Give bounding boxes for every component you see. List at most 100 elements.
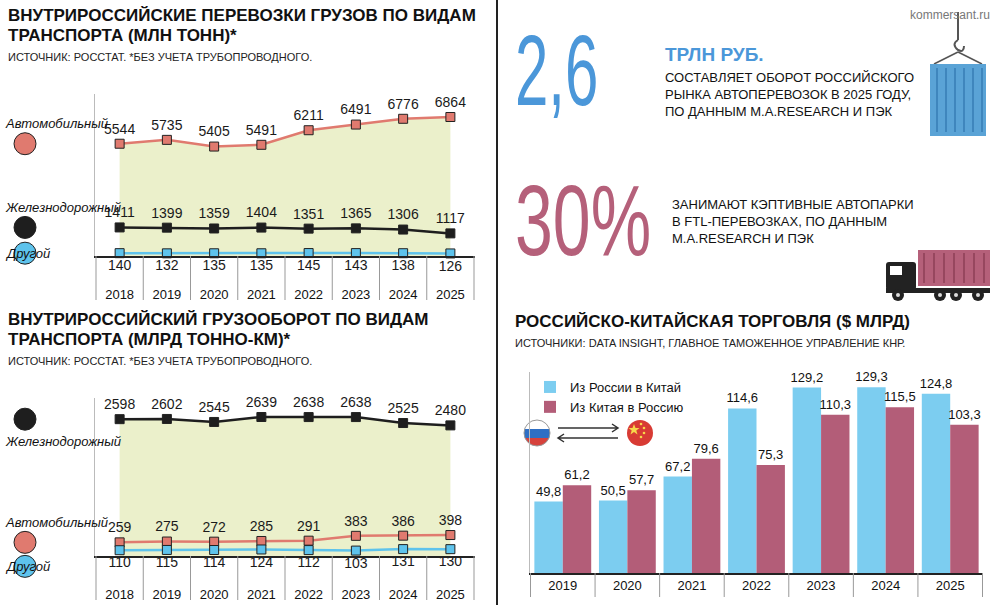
svg-text:Железнодорожный: Железнодорожный (5, 434, 121, 449)
svg-text:1399: 1399 (151, 205, 182, 221)
svg-text:2022: 2022 (742, 578, 771, 593)
html-text:СОСТАВЛЯЕТ ОБОРОТ РОССИЙСКОГО: СОСТАВЛЯЕТ ОБОРОТ РОССИЙСКОГО РЫНКА АВТО… (665, 70, 914, 119)
svg-text:110,3: 110,3 (819, 397, 851, 412)
svg-text:143: 143 (344, 257, 368, 273)
svg-text:124,8: 124,8 (920, 376, 953, 391)
svg-text:2019: 2019 (152, 587, 181, 602)
svg-text:2545: 2545 (199, 399, 230, 415)
svg-text:114: 114 (203, 554, 226, 570)
svg-text:57,7: 57,7 (629, 472, 654, 487)
svg-text:131: 131 (391, 553, 415, 569)
svg-text:132: 132 (155, 257, 179, 273)
svg-text:135: 135 (250, 257, 274, 273)
svg-text:112: 112 (297, 554, 320, 570)
svg-text:2020: 2020 (613, 578, 642, 593)
svg-text:1117: 1117 (436, 210, 465, 226)
svg-text:2022: 2022 (294, 287, 323, 302)
svg-text:275: 275 (155, 518, 179, 534)
svg-text:1365: 1365 (340, 205, 371, 221)
svg-text:2021: 2021 (247, 587, 276, 602)
html-text:ЗАНИМАЮТ КЭПТИВНЫЕ АВТОПАРКИ В: ЗАНИМАЮТ КЭПТИВНЫЕ АВТОПАРКИ В FTL-ПЕРЕВ… (672, 197, 914, 246)
svg-text:Железнодорожный: Железнодорожный (5, 200, 121, 215)
svg-text:2480: 2480 (435, 402, 466, 418)
svg-text:1411: 1411 (105, 204, 135, 220)
svg-text:2019: 2019 (548, 578, 577, 593)
svg-text:272: 272 (202, 519, 226, 535)
svg-text:2024: 2024 (871, 578, 900, 593)
svg-text:2023: 2023 (807, 578, 836, 593)
svg-text:124: 124 (250, 554, 274, 570)
svg-text:129,3: 129,3 (855, 369, 888, 384)
html-text:2,6: 2,6 (515, 14, 599, 126)
svg-text:130: 130 (439, 553, 463, 569)
html-text:ВНУТРИРОССИЙСКИЕ ПЕРЕВОЗКИ ГРУ: ВНУТРИРОССИЙСКИЕ ПЕРЕВОЗКИ ГРУЗОВ ПО ВИД… (8, 6, 476, 45)
svg-text:67,2: 67,2 (665, 459, 690, 474)
svg-text:50,5: 50,5 (600, 483, 625, 498)
svg-text:2022: 2022 (294, 587, 323, 602)
html-text:ВНУТРИРОССИЙСКИЙ ГРУЗООБОРОТ П: ВНУТРИРОССИЙСКИЙ ГРУЗООБОРОТ ПО ВИДАМ ТР… (8, 310, 429, 349)
svg-text:291: 291 (297, 518, 321, 534)
svg-text:110: 110 (108, 554, 131, 570)
svg-text:138: 138 (391, 257, 415, 273)
svg-text:2021: 2021 (677, 578, 706, 593)
svg-text:2019: 2019 (152, 287, 181, 302)
svg-text:1351: 1351 (293, 206, 324, 222)
svg-text:5735: 5735 (151, 117, 182, 133)
svg-text:383: 383 (344, 513, 368, 529)
svg-text:61,2: 61,2 (564, 467, 589, 482)
svg-text:1359: 1359 (199, 205, 230, 221)
svg-text:Из России в Китай: Из России в Китай (570, 380, 681, 395)
svg-text:2639: 2639 (246, 394, 277, 410)
svg-text:2023: 2023 (341, 587, 370, 602)
svg-text:2024: 2024 (389, 587, 418, 602)
svg-text:2638: 2638 (293, 394, 324, 410)
svg-text:115: 115 (156, 554, 179, 570)
svg-text:103: 103 (344, 555, 368, 571)
svg-text:2021: 2021 (247, 287, 276, 302)
svg-text:2025: 2025 (436, 287, 465, 302)
svg-text:285: 285 (250, 518, 274, 534)
svg-text:2020: 2020 (200, 587, 229, 602)
svg-text:Из Китая в Россию: Из Китая в Россию (570, 400, 684, 415)
svg-text:140: 140 (108, 257, 132, 273)
svg-text:2018: 2018 (105, 287, 134, 302)
svg-text:398: 398 (439, 512, 463, 528)
svg-text:126: 126 (439, 258, 463, 274)
svg-text:6491: 6491 (340, 101, 371, 117)
svg-text:2018: 2018 (105, 587, 134, 602)
svg-text:1404: 1404 (246, 204, 277, 220)
svg-text:75,3: 75,3 (758, 447, 783, 462)
svg-text:135: 135 (202, 257, 226, 273)
html-text:ТРЛН РУБ.: ТРЛН РУБ. (665, 44, 764, 65)
svg-text:5544: 5544 (104, 121, 135, 137)
svg-text:259: 259 (108, 519, 132, 535)
svg-text:103,3: 103,3 (948, 407, 981, 422)
svg-text:2024: 2024 (389, 287, 418, 302)
svg-text:129,2: 129,2 (791, 370, 824, 385)
svg-text:2598: 2598 (104, 396, 135, 412)
svg-text:5491: 5491 (246, 122, 277, 138)
svg-text:Другой: Другой (5, 246, 50, 261)
svg-text:49,8: 49,8 (536, 484, 561, 499)
html-text:30%: 30% (515, 164, 652, 276)
svg-text:2525: 2525 (388, 400, 419, 416)
svg-text:6864: 6864 (435, 94, 466, 110)
svg-text:Автомобильный: Автомобильный (5, 515, 108, 530)
svg-text:2020: 2020 (200, 287, 229, 302)
svg-text:145: 145 (297, 257, 321, 273)
svg-text:6211: 6211 (294, 107, 324, 123)
svg-text:114,6: 114,6 (727, 390, 759, 405)
svg-text:2025: 2025 (936, 578, 965, 593)
svg-text:1306: 1306 (388, 206, 419, 222)
svg-text:6776: 6776 (388, 96, 419, 112)
svg-text:Другой: Другой (5, 559, 50, 574)
svg-text:79,6: 79,6 (693, 441, 718, 456)
svg-text:115,5: 115,5 (884, 389, 916, 404)
svg-text:2023: 2023 (341, 287, 370, 302)
svg-text:2638: 2638 (340, 394, 371, 410)
svg-text:2602: 2602 (151, 396, 182, 412)
svg-text:2025: 2025 (436, 587, 465, 602)
svg-text:Автомобильный: Автомобильный (5, 116, 108, 131)
svg-text:386: 386 (391, 513, 415, 529)
svg-text:5405: 5405 (199, 123, 230, 139)
